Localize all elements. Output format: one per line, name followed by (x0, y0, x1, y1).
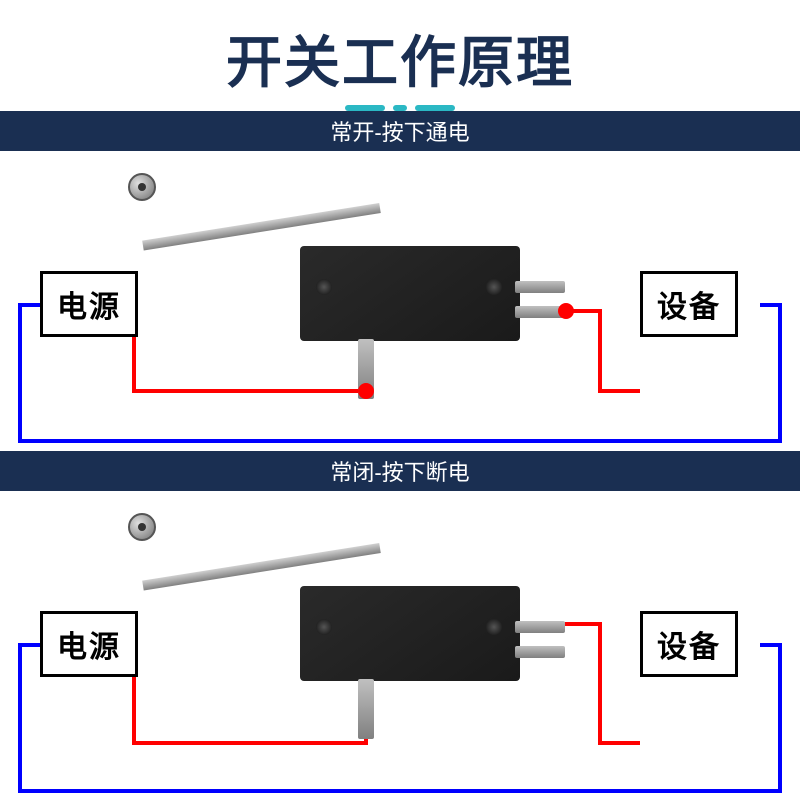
power-label: 电源 (40, 611, 138, 677)
underline-dash (415, 105, 455, 111)
switch-terminal (515, 621, 565, 633)
microswitch-body (300, 246, 520, 341)
underline-dash (345, 105, 385, 111)
switch-terminal (515, 281, 565, 293)
title-block: 开关工作原理 (0, 0, 800, 111)
mounting-hole (486, 619, 502, 635)
page-title: 开关工作原理 (0, 18, 800, 99)
power-label: 电源 (40, 271, 138, 337)
mounting-hole (486, 279, 502, 295)
switch-terminal (358, 679, 374, 739)
switch-terminal (515, 646, 565, 658)
lever-roller (128, 513, 156, 541)
diagram-area: 电源 设备 (0, 491, 800, 801)
wire-red (566, 311, 640, 391)
device-label: 设备 (640, 611, 738, 677)
microswitch-body (300, 586, 520, 681)
connection-node-icon (558, 303, 574, 319)
device-label: 设备 (640, 271, 738, 337)
diagram-area: 电源 设备 (0, 151, 800, 451)
mounting-hole (316, 619, 332, 635)
section-header: 常闭-按下断电 (0, 451, 800, 491)
section-header: 常开-按下通电 (0, 111, 800, 151)
connection-node-icon (358, 383, 374, 399)
title-underline (340, 105, 460, 111)
mounting-hole (316, 279, 332, 295)
wire-red (560, 624, 640, 743)
underline-dash (393, 105, 407, 111)
lever-roller (128, 173, 156, 201)
